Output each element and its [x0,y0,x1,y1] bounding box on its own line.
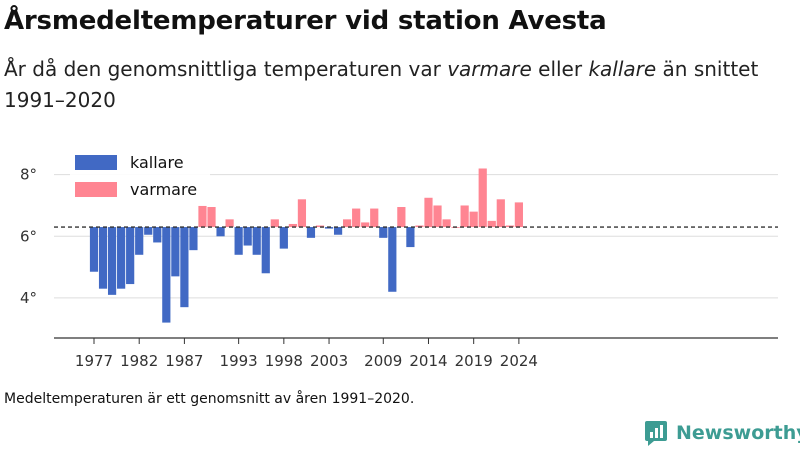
subtitle-text: År då den genomsnittliga temperaturen va… [4,57,448,81]
subtitle-cold-word: kallare [588,57,657,81]
bar [505,225,514,228]
subtitle-warm-word: varmare [447,57,532,81]
axes: 4° 6° 8° 1977 1982 1987 1993 1998 2003 2009 2014 20… [20,166,778,370]
bar [162,227,171,323]
bar [415,225,424,228]
bar [225,219,234,228]
bar [234,227,243,255]
bar [261,227,270,274]
bar [107,227,117,295]
bar [324,227,334,229]
legend-swatch [75,155,117,170]
bar [189,227,198,251]
legend-swatch [75,182,117,197]
y-tick-label: 4° [20,289,37,307]
subtitle-text: än snittet 1991–2020 [4,57,759,112]
bar [270,219,279,228]
bar [433,205,442,228]
bar [379,227,388,238]
bar [478,168,487,228]
bar [117,227,126,289]
bar [361,222,370,228]
x-tick-label: 2014 [409,352,447,370]
bar [89,227,99,272]
bar [198,205,207,228]
x-tick-label: 1982 [120,352,158,370]
legend: kallare varmare [70,152,210,206]
bar [469,211,478,228]
bar [180,227,189,308]
bar [460,205,469,228]
bar [135,227,144,255]
subtitle-text: eller [531,57,589,81]
x-tick-label: 1998 [265,352,303,370]
bar [171,227,180,277]
brand-logo: Newsworthy [644,420,800,446]
bar [397,207,406,228]
bar [306,227,316,238]
newsworthy-logo-icon [645,421,667,446]
x-tick-label: 1993 [220,352,258,370]
footnote: Medeltemperaturen är ett genomsnitt av å… [4,391,415,407]
bar [279,227,288,249]
legend-label: varmare [130,180,197,199]
bar [252,227,261,255]
bar [243,227,252,246]
bar [315,225,325,228]
bar [388,227,397,292]
chart-title: Årsmedeltemperaturer vid station Avesta [4,6,607,36]
bar [442,219,451,228]
x-tick-label: 2019 [455,352,493,370]
brand-name: Newsworthy [676,422,800,444]
bar-chart: 4° 6° 8° 1977 1982 1987 1993 1998 2003 2009 2014 20… [20,152,778,370]
bar [496,199,505,228]
bar [370,208,379,228]
bar [216,227,225,237]
x-tick-label: 2024 [500,352,538,370]
bar [153,227,162,243]
bar [352,208,361,228]
x-tick-label: 2003 [310,352,348,370]
chart-subtitle: År då den genomsnittliga temperaturen va… [4,54,764,116]
bar [98,227,108,289]
bar [487,220,496,228]
bar [144,227,153,235]
bar [424,197,433,228]
y-tick-label: 6° [20,227,37,245]
bars [89,168,523,323]
bar [297,199,307,228]
bar [207,207,216,228]
bar [406,227,415,248]
x-tick-label: 1977 [75,352,113,370]
bar [514,202,523,228]
bar [288,223,297,228]
bar [333,227,343,235]
bar [343,219,352,228]
x-tick-label: 1987 [165,352,203,370]
bar [126,227,135,285]
y-tick-label: 8° [20,166,37,184]
x-tick-label: 2009 [364,352,402,370]
legend-label: kallare [130,153,184,172]
